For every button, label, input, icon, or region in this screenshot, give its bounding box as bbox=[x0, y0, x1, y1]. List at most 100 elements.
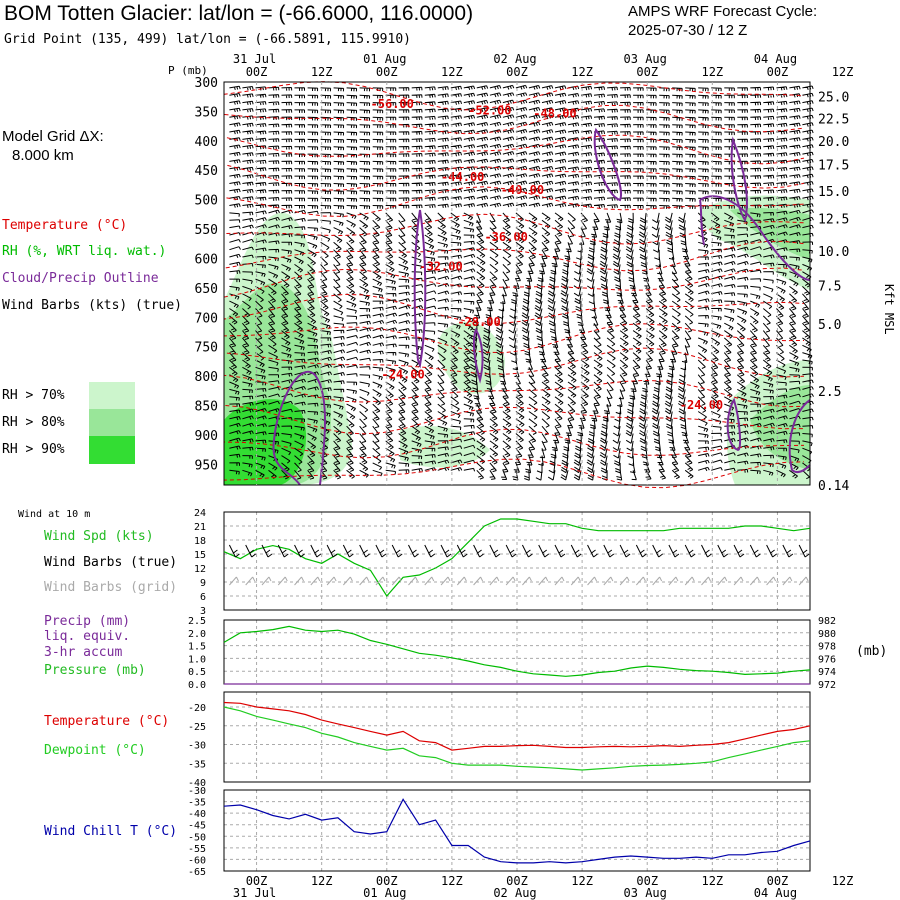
wind-barb bbox=[723, 344, 732, 355]
wind-barb bbox=[614, 271, 621, 283]
wind-barb bbox=[424, 374, 432, 384]
wind-barb bbox=[398, 197, 410, 202]
wind-barb bbox=[697, 418, 708, 426]
wind-barb bbox=[528, 180, 541, 186]
wind-barb bbox=[776, 374, 787, 380]
wind-barb bbox=[472, 315, 479, 327]
bottom-hour-label: 12Z bbox=[311, 874, 333, 888]
wind-barb bbox=[711, 445, 723, 450]
wind-barb bbox=[411, 263, 423, 270]
wind-barb bbox=[359, 278, 369, 288]
wind-barb bbox=[567, 100, 580, 105]
wind-barb bbox=[750, 308, 760, 317]
wind-barb bbox=[424, 137, 436, 142]
wind-barb bbox=[268, 286, 277, 296]
wind-barb bbox=[528, 165, 541, 171]
wind-barb bbox=[229, 144, 241, 149]
wind-barb bbox=[476, 99, 489, 105]
wind10m-grid-barb bbox=[424, 576, 435, 586]
wind-barb bbox=[593, 123, 605, 128]
wind-barb bbox=[502, 462, 509, 473]
wind-barb bbox=[437, 203, 449, 208]
wind-barb bbox=[476, 440, 486, 449]
wind-barb bbox=[346, 109, 358, 114]
wind-barb bbox=[320, 183, 332, 187]
wind-barb bbox=[281, 447, 292, 456]
wind-barb bbox=[763, 160, 775, 165]
wind-barb bbox=[281, 322, 290, 333]
wind-barb bbox=[333, 293, 342, 303]
wind-barb bbox=[385, 175, 397, 180]
wind-barb bbox=[411, 175, 423, 179]
wind-barb bbox=[268, 209, 280, 214]
wind-barb bbox=[346, 197, 358, 202]
wind-barb bbox=[346, 440, 354, 451]
wind-barb bbox=[789, 322, 797, 333]
wind-barb bbox=[359, 87, 371, 92]
wind-barb bbox=[320, 337, 332, 341]
wind-barb bbox=[685, 131, 696, 136]
wind-barb bbox=[242, 174, 254, 179]
wind-barb bbox=[802, 300, 810, 311]
cloud-outline bbox=[593, 127, 622, 202]
wind-barb bbox=[620, 167, 631, 172]
wind-barb bbox=[372, 334, 385, 339]
wind-barb bbox=[763, 454, 774, 459]
wind-barb bbox=[398, 462, 410, 467]
wind-barb bbox=[607, 204, 618, 209]
wind-barb bbox=[333, 190, 345, 195]
wind-barb bbox=[424, 115, 436, 120]
wind-barb bbox=[528, 158, 541, 164]
wind-barb bbox=[294, 197, 305, 202]
wind-barb bbox=[255, 239, 267, 244]
wind-barb bbox=[333, 205, 345, 210]
wind-barb bbox=[450, 129, 462, 135]
wind-barb bbox=[573, 271, 582, 282]
wind-barb bbox=[515, 84, 528, 90]
wind-barb bbox=[242, 137, 254, 142]
wind-barb bbox=[567, 93, 580, 98]
temperature-contour-label: -56.00 bbox=[371, 97, 414, 111]
wind-barb bbox=[789, 278, 799, 287]
wind-barb bbox=[242, 285, 253, 293]
wind-barb bbox=[776, 93, 788, 98]
wind-barb bbox=[398, 138, 410, 143]
wind-barb bbox=[802, 92, 814, 98]
wind-barb bbox=[502, 165, 515, 171]
wind-barb bbox=[802, 159, 814, 164]
pressure-mb-line bbox=[223, 625, 811, 677]
wind-barb bbox=[749, 330, 758, 340]
wind-barb bbox=[762, 359, 772, 369]
wind-barb bbox=[372, 168, 384, 173]
wind-barb bbox=[398, 433, 407, 443]
wind-barb bbox=[450, 254, 462, 259]
wind-barb bbox=[607, 189, 618, 194]
wind-barb bbox=[294, 234, 305, 239]
wind-barb bbox=[437, 352, 446, 362]
wind-barb bbox=[658, 344, 666, 355]
wind-barb bbox=[398, 352, 410, 358]
precip-accum-label: 3-hr accum bbox=[44, 645, 123, 660]
wind-barb bbox=[593, 204, 605, 209]
wind-barb bbox=[737, 146, 748, 150]
wind-barb bbox=[489, 425, 499, 435]
wind-barb bbox=[502, 187, 515, 193]
wind-barb bbox=[333, 286, 342, 296]
wind-barb bbox=[711, 291, 723, 296]
top-date-label: 03 Aug bbox=[624, 52, 667, 66]
wind-barb bbox=[424, 93, 436, 98]
wind-barb bbox=[580, 159, 593, 164]
wind-barb bbox=[372, 381, 383, 389]
wind-barb bbox=[528, 202, 541, 208]
wind-barb bbox=[593, 86, 605, 91]
wind-barb bbox=[632, 337, 642, 347]
wind-barb bbox=[776, 394, 788, 399]
wind-barb bbox=[307, 87, 319, 92]
wind-barb bbox=[268, 175, 280, 179]
wind-barb bbox=[547, 286, 556, 297]
wind-barb bbox=[463, 374, 471, 384]
wind-barb bbox=[698, 146, 709, 151]
wind-barb bbox=[619, 308, 627, 319]
wind-barb bbox=[255, 93, 267, 98]
wind-barb bbox=[437, 275, 450, 281]
